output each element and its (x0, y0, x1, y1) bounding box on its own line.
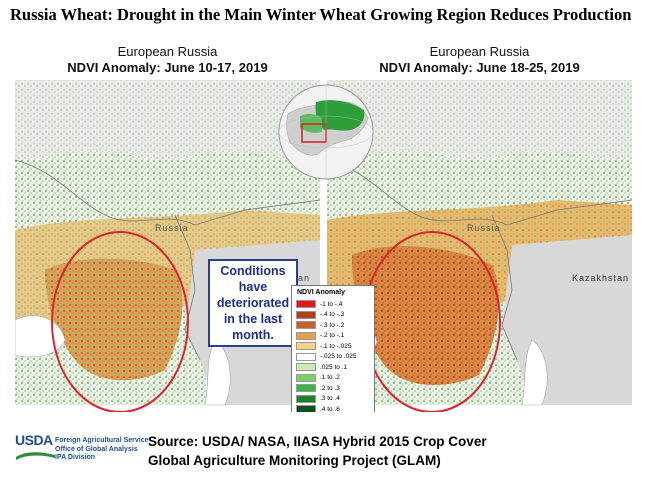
legend-row: -1 to -.4 (296, 299, 374, 310)
legend-label: .4 to .6 (320, 405, 340, 412)
legend-swatch (296, 321, 316, 330)
legend-row: .3 to .4 (296, 394, 374, 405)
legend-title: NDVI Anomaly (297, 289, 345, 296)
label-russia-left: Russia (155, 223, 189, 233)
legend-row: -.1 to -.025 (296, 341, 374, 352)
callout-line: month. (232, 328, 274, 342)
map-panel-right: European Russia NDVI Anomaly: June 18-25… (327, 40, 632, 412)
legend-label: -.1 to -.025 (320, 342, 352, 350)
panel-heading: European Russia (429, 44, 530, 59)
source-line-1: Source: USDA/ NASA, IIASA Hybrid 2015 Cr… (148, 434, 487, 449)
legend-row: -.4 to -.3 (296, 310, 374, 321)
agency-block: Foreign Agricultural Service Office of G… (55, 437, 149, 463)
legend-row: -.2 to -.1 (296, 331, 374, 342)
page-title: Russia Wheat: Drought in the Main Winter… (10, 5, 632, 24)
footer: USDA Foreign Agricultural Service Office… (15, 430, 635, 478)
legend-swatch (296, 405, 316, 412)
legend-label: .025 to .1 (320, 363, 348, 371)
panel-subheading: NDVI Anomaly: June 18-25, 2019 (379, 60, 580, 75)
legend-swatch (296, 363, 316, 372)
legend-swatch (296, 300, 316, 309)
label-kazakhstan-right: Kazakhstan (572, 273, 630, 283)
legend-label: -.4 to -.3 (320, 311, 345, 319)
panel-title-right: European Russia NDVI Anomaly: June 18-25… (327, 44, 632, 76)
usda-logo-text: USDA (15, 432, 53, 448)
panel-subheading: NDVI Anomaly: June 10-17, 2019 (67, 60, 268, 75)
callout-line: Conditions (220, 264, 286, 278)
drought-circle-left (51, 231, 189, 412)
legend-row: .025 to .1 (296, 362, 374, 373)
legend-label: .3 to .4 (320, 395, 340, 403)
legend-label: .2 to .3 (320, 384, 340, 392)
callout-line: deteriorated (216, 296, 290, 310)
legend-swatch (296, 384, 316, 393)
legend-swatch (296, 352, 316, 361)
ndvi-legend: NDVI Anomaly -1 to -.4 -.4 to -.3 -.3 to -… (291, 285, 375, 412)
legend-label: -.3 to -.2 (320, 321, 345, 329)
legend-swatch (296, 342, 316, 351)
legend-label: -1 to -.4 (320, 300, 343, 308)
callout-line: in the last (223, 312, 283, 326)
usda-logo: USDA (15, 430, 57, 470)
source-line-2: Global Agriculture Monitoring Project (G… (148, 453, 441, 468)
globe-icon (278, 84, 374, 180)
locator-globe (278, 84, 374, 180)
agency-line: Office of Global Analysis (55, 445, 138, 453)
legend-swatch (296, 310, 316, 319)
map-area: European Russia NDVI Anomaly: June 10-17… (15, 40, 632, 412)
legend-label: -.025 to .025 (320, 353, 357, 361)
source-block: Source: USDA/ NASA, IIASA Hybrid 2015 Cr… (148, 432, 487, 470)
legend-row: -.025 to .025 (296, 352, 374, 363)
usda-swoosh-icon (16, 452, 55, 460)
legend-row: .1 to .2 (296, 373, 374, 384)
panel-heading: European Russia (117, 44, 218, 59)
legend-row: .2 to .3 (296, 383, 374, 394)
label-russia-right: Russia (467, 223, 501, 233)
map-panel-left: European Russia NDVI Anomaly: June 10-17… (15, 40, 320, 412)
legend-label: .1 to .2 (320, 374, 340, 382)
legend-swatch (296, 373, 316, 382)
legend-swatch (296, 394, 316, 403)
legend-swatch (296, 331, 316, 340)
panel-title-left: European Russia NDVI Anomaly: June 10-17… (15, 44, 320, 76)
legend-label: -.2 to -.1 (320, 332, 345, 340)
legend-row: .4 to .6 (296, 404, 374, 412)
agency-line: Foreign Agricultural Service (55, 437, 149, 444)
legend-row: -.3 to -.2 (296, 320, 374, 331)
ndvi-map-right (327, 40, 632, 412)
agency-line: IPA Division (55, 454, 96, 461)
callout-line: have (238, 280, 268, 294)
conditions-callout: Conditions have deteriorated in the last… (208, 259, 298, 347)
